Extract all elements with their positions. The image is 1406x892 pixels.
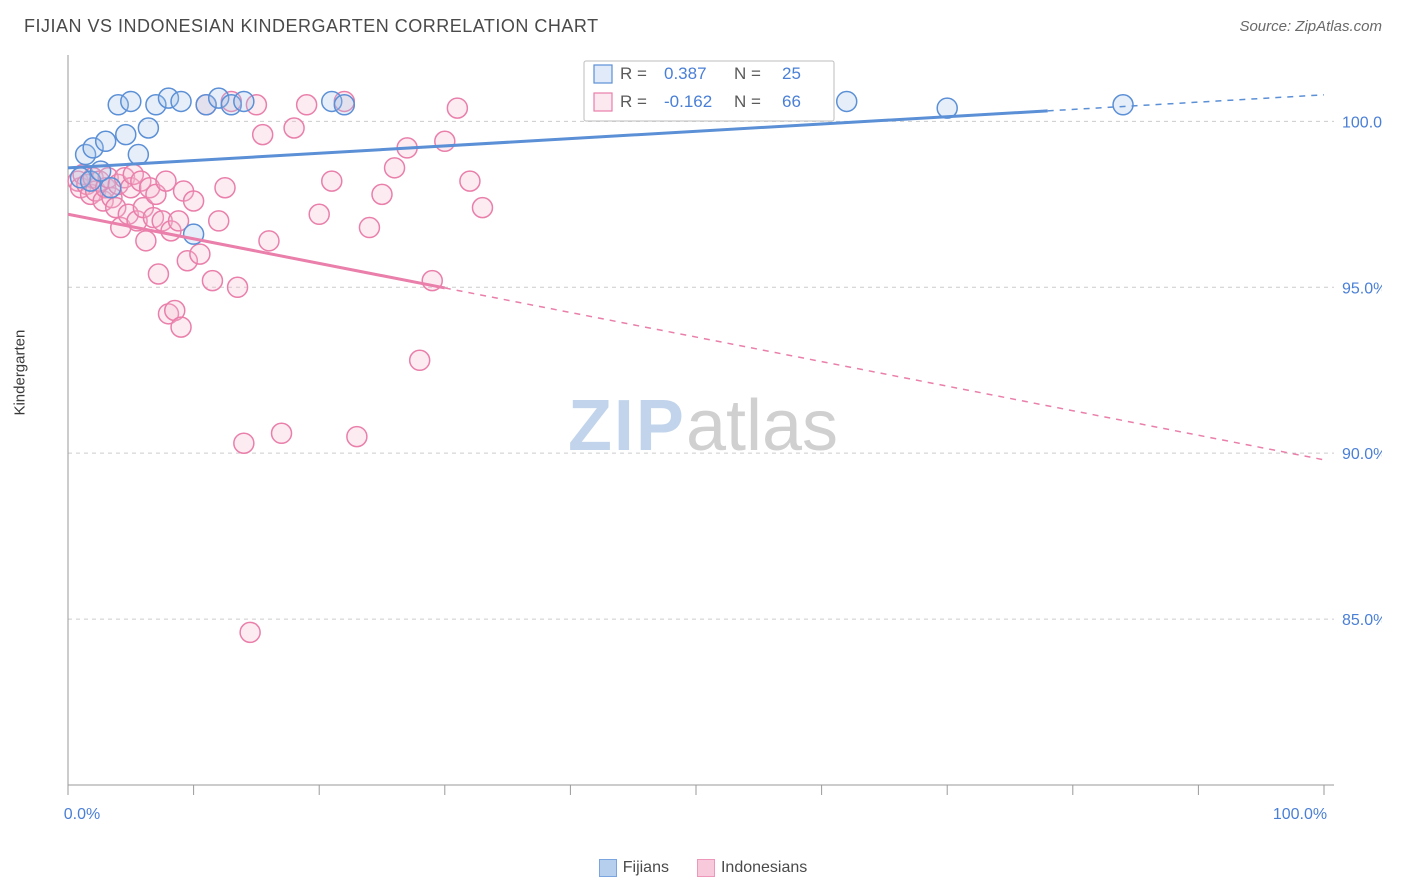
chart-header: FIJIAN VS INDONESIAN KINDERGARTEN CORREL… xyxy=(0,0,1406,45)
data-point xyxy=(837,91,857,111)
data-point xyxy=(460,171,480,191)
trend-line xyxy=(68,214,445,288)
scatter-plot: 85.0% 90.0% 95.0% 100.0% 0.0% 100.0% R = 0.387… xyxy=(24,45,1382,855)
data-point xyxy=(171,91,191,111)
legend-r-value: 0.387 xyxy=(664,64,707,83)
y-tick-label: 95.0% xyxy=(1342,280,1382,297)
data-point xyxy=(309,204,329,224)
data-point xyxy=(136,231,156,251)
data-point xyxy=(121,91,141,111)
data-point xyxy=(128,145,148,165)
legend-swatch xyxy=(599,859,617,877)
y-axis-label: Kindergarten xyxy=(12,330,29,416)
data-point xyxy=(101,178,121,198)
data-point xyxy=(297,95,317,115)
data-point xyxy=(334,95,354,115)
data-point xyxy=(472,198,492,218)
chart-title: FIJIAN VS INDONESIAN KINDERGARTEN CORREL… xyxy=(24,16,599,37)
legend-swatch xyxy=(697,859,715,877)
data-point xyxy=(228,277,248,297)
legend-item: Indonesians xyxy=(697,859,807,877)
trend-line-extrapolated xyxy=(1048,95,1324,111)
legend-r-value: -0.162 xyxy=(664,92,712,111)
legend-n-value: 66 xyxy=(782,92,801,111)
data-point xyxy=(410,350,430,370)
chart-container: Kindergarten 85.0%90.0%95.0%100.0%0.0%10… xyxy=(24,45,1382,855)
legend-label: Fijians xyxy=(623,859,669,876)
x-tick-label: 100.0% xyxy=(1273,806,1327,823)
legend-r-label: R = xyxy=(620,92,647,111)
data-point xyxy=(138,118,158,138)
data-point xyxy=(322,171,342,191)
legend-label: Indonesians xyxy=(721,859,807,876)
data-point xyxy=(171,317,191,337)
x-tick-label: 0.0% xyxy=(64,806,100,823)
data-point xyxy=(447,98,467,118)
y-tick-label: 100.0% xyxy=(1342,114,1382,131)
data-point xyxy=(272,423,292,443)
legend-swatch xyxy=(594,93,612,111)
data-point xyxy=(234,91,254,111)
legend-swatch xyxy=(594,65,612,83)
data-point xyxy=(116,125,136,145)
data-point xyxy=(435,131,455,151)
data-point xyxy=(1113,95,1133,115)
legend-r-label: R = xyxy=(620,64,647,83)
legend-bottom: Fijians Indonesians xyxy=(0,859,1406,877)
data-point xyxy=(359,218,379,238)
data-point xyxy=(156,171,176,191)
data-point xyxy=(190,244,210,264)
data-point xyxy=(240,622,260,642)
data-point xyxy=(253,125,273,145)
chart-source: Source: ZipAtlas.com xyxy=(1239,18,1382,35)
legend-n-label: N = xyxy=(734,92,761,111)
trend-line-extrapolated xyxy=(445,288,1324,460)
data-point xyxy=(215,178,235,198)
data-point xyxy=(148,264,168,284)
y-tick-label: 85.0% xyxy=(1342,612,1382,629)
legend-n-label: N = xyxy=(734,64,761,83)
trend-line xyxy=(68,111,1048,168)
data-point xyxy=(284,118,304,138)
legend-item: Fijians xyxy=(599,859,669,877)
data-point xyxy=(347,427,367,447)
data-point xyxy=(96,131,116,151)
data-point xyxy=(259,231,279,251)
data-point xyxy=(234,433,254,453)
legend-n-value: 25 xyxy=(782,64,801,83)
data-point xyxy=(209,211,229,231)
data-point xyxy=(202,271,222,291)
y-tick-label: 90.0% xyxy=(1342,446,1382,463)
data-point xyxy=(372,184,392,204)
data-point xyxy=(184,191,204,211)
data-point xyxy=(385,158,405,178)
